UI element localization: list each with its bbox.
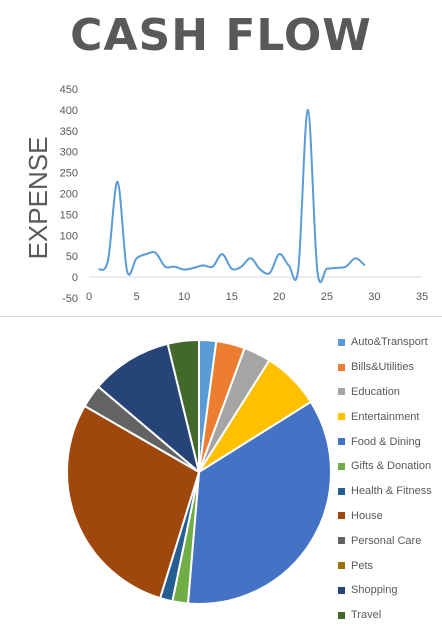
legend-swatch (338, 586, 345, 594)
y-tick-label: 0 (72, 272, 78, 284)
pie-legend: Auto&Transport Bills&Utilities Education En… (338, 330, 442, 628)
legend-item: Education (338, 380, 442, 405)
legend-swatch (338, 338, 345, 346)
x-tick-label: 35 (416, 291, 428, 303)
legend-item: Personal Care (338, 528, 442, 553)
legend-label: Health & Fitness (351, 485, 432, 498)
legend-item: House (338, 504, 442, 529)
x-tick-label: 10 (178, 291, 190, 303)
y-tick-label: 400 (60, 105, 78, 117)
legend-swatch (338, 363, 345, 371)
legend-item: Bills&Utilities (338, 355, 442, 380)
divider (0, 316, 442, 317)
legend-swatch (338, 537, 345, 545)
legend-swatch (338, 611, 345, 619)
legend-label: Shopping (351, 584, 398, 597)
x-tick-label: 20 (273, 291, 285, 303)
x-tick-label: 15 (226, 291, 238, 303)
legend-item: Health & Fitness (338, 479, 442, 504)
legend-swatch (338, 512, 345, 520)
y-tick-label: -50 (62, 293, 78, 305)
legend-item: Food & Dining (338, 429, 442, 454)
legend-label: Travel (351, 609, 382, 622)
legend-swatch (338, 413, 345, 421)
legend-swatch (338, 487, 345, 495)
legend-item: Auto&Transport (338, 330, 442, 355)
expense-pie-chart (66, 338, 332, 605)
y-tick-label: 200 (60, 189, 78, 201)
legend-item: Pets (338, 553, 442, 578)
legend-label: Gifts & Donation (351, 460, 432, 473)
y-tick-label: 50 (66, 251, 78, 263)
x-tick-label: 30 (368, 291, 380, 303)
y-tick-label: 300 (60, 147, 78, 159)
legend-label: Bills&Utilities (351, 361, 414, 374)
y-axis-label: EXPENSE (23, 137, 53, 260)
legend-item: Entertainment (338, 404, 442, 429)
legend-swatch (338, 462, 345, 470)
x-tick-label: 25 (321, 291, 333, 303)
pie-slice (186, 400, 332, 605)
legend-label: Personal Care (351, 534, 422, 547)
legend-item: Travel (338, 603, 442, 628)
x-tick-label: 0 (86, 291, 92, 303)
y-tick-label: 150 (60, 209, 78, 221)
legend-label: Education (351, 385, 400, 398)
expense-series-line (97, 108, 366, 283)
legend-label: Entertainment (351, 410, 420, 423)
legend-item: Gifts & Donation (338, 454, 442, 479)
expense-line-chart: -50 0 50 100 150 200 250 300 350 400 450 0 5 10 15 20 25… (23, 84, 428, 305)
legend-label: House (351, 509, 383, 522)
y-tick-label: 450 (60, 84, 78, 96)
legend-swatch (338, 388, 345, 396)
pie-slice (166, 339, 200, 473)
legend-item: Shopping (338, 578, 442, 603)
y-tick-label: 100 (60, 230, 78, 242)
y-tick-label: 250 (60, 168, 78, 180)
x-tick-label: 5 (134, 291, 140, 303)
legend-swatch (338, 562, 345, 570)
y-tick-label: 350 (60, 126, 78, 138)
legend-label: Auto&Transport (351, 336, 428, 349)
legend-label: Food & Dining (351, 435, 421, 448)
legend-swatch (338, 438, 345, 446)
pie-slice (97, 342, 200, 473)
legend-label: Pets (351, 559, 374, 572)
page-title: CASH FLOW (70, 10, 372, 61)
